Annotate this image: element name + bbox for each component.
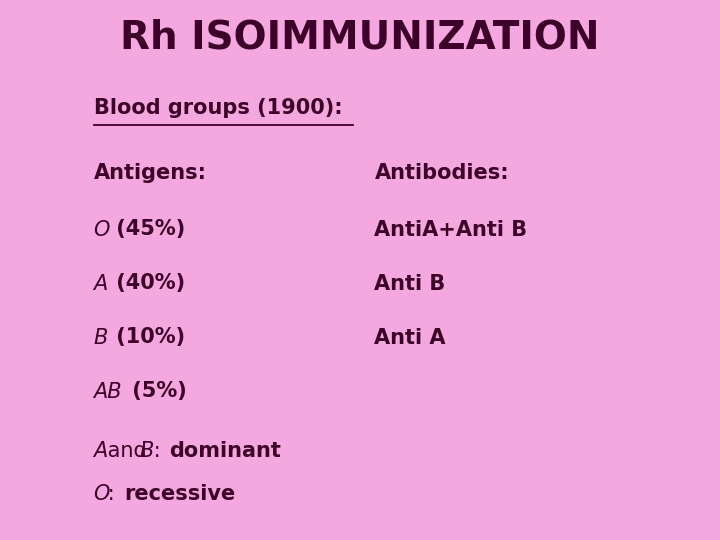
Text: A: A (94, 273, 108, 294)
Text: B: B (139, 441, 153, 461)
Text: B: B (94, 327, 108, 348)
Text: recessive: recessive (124, 484, 235, 504)
Text: (10%): (10%) (109, 327, 186, 348)
Text: and: and (101, 441, 153, 461)
Text: AntiA+Anti B: AntiA+Anti B (374, 219, 528, 240)
Text: AB: AB (94, 381, 122, 402)
Text: :: : (101, 484, 122, 504)
Text: A: A (94, 441, 108, 461)
Text: Antibodies:: Antibodies: (374, 163, 509, 183)
Text: Anti B: Anti B (374, 273, 446, 294)
Text: O: O (94, 219, 110, 240)
Text: Antigens:: Antigens: (94, 163, 207, 183)
Text: (5%): (5%) (125, 381, 187, 402)
Text: Rh ISOIMMUNIZATION: Rh ISOIMMUNIZATION (120, 19, 600, 57)
Text: dominant: dominant (169, 441, 281, 461)
Text: Blood groups (1900):: Blood groups (1900): (94, 98, 342, 118)
Text: Anti A: Anti A (374, 327, 446, 348)
Text: (40%): (40%) (109, 273, 186, 294)
Text: (45%): (45%) (109, 219, 186, 240)
Text: :: : (147, 441, 167, 461)
Text: O: O (94, 484, 110, 504)
